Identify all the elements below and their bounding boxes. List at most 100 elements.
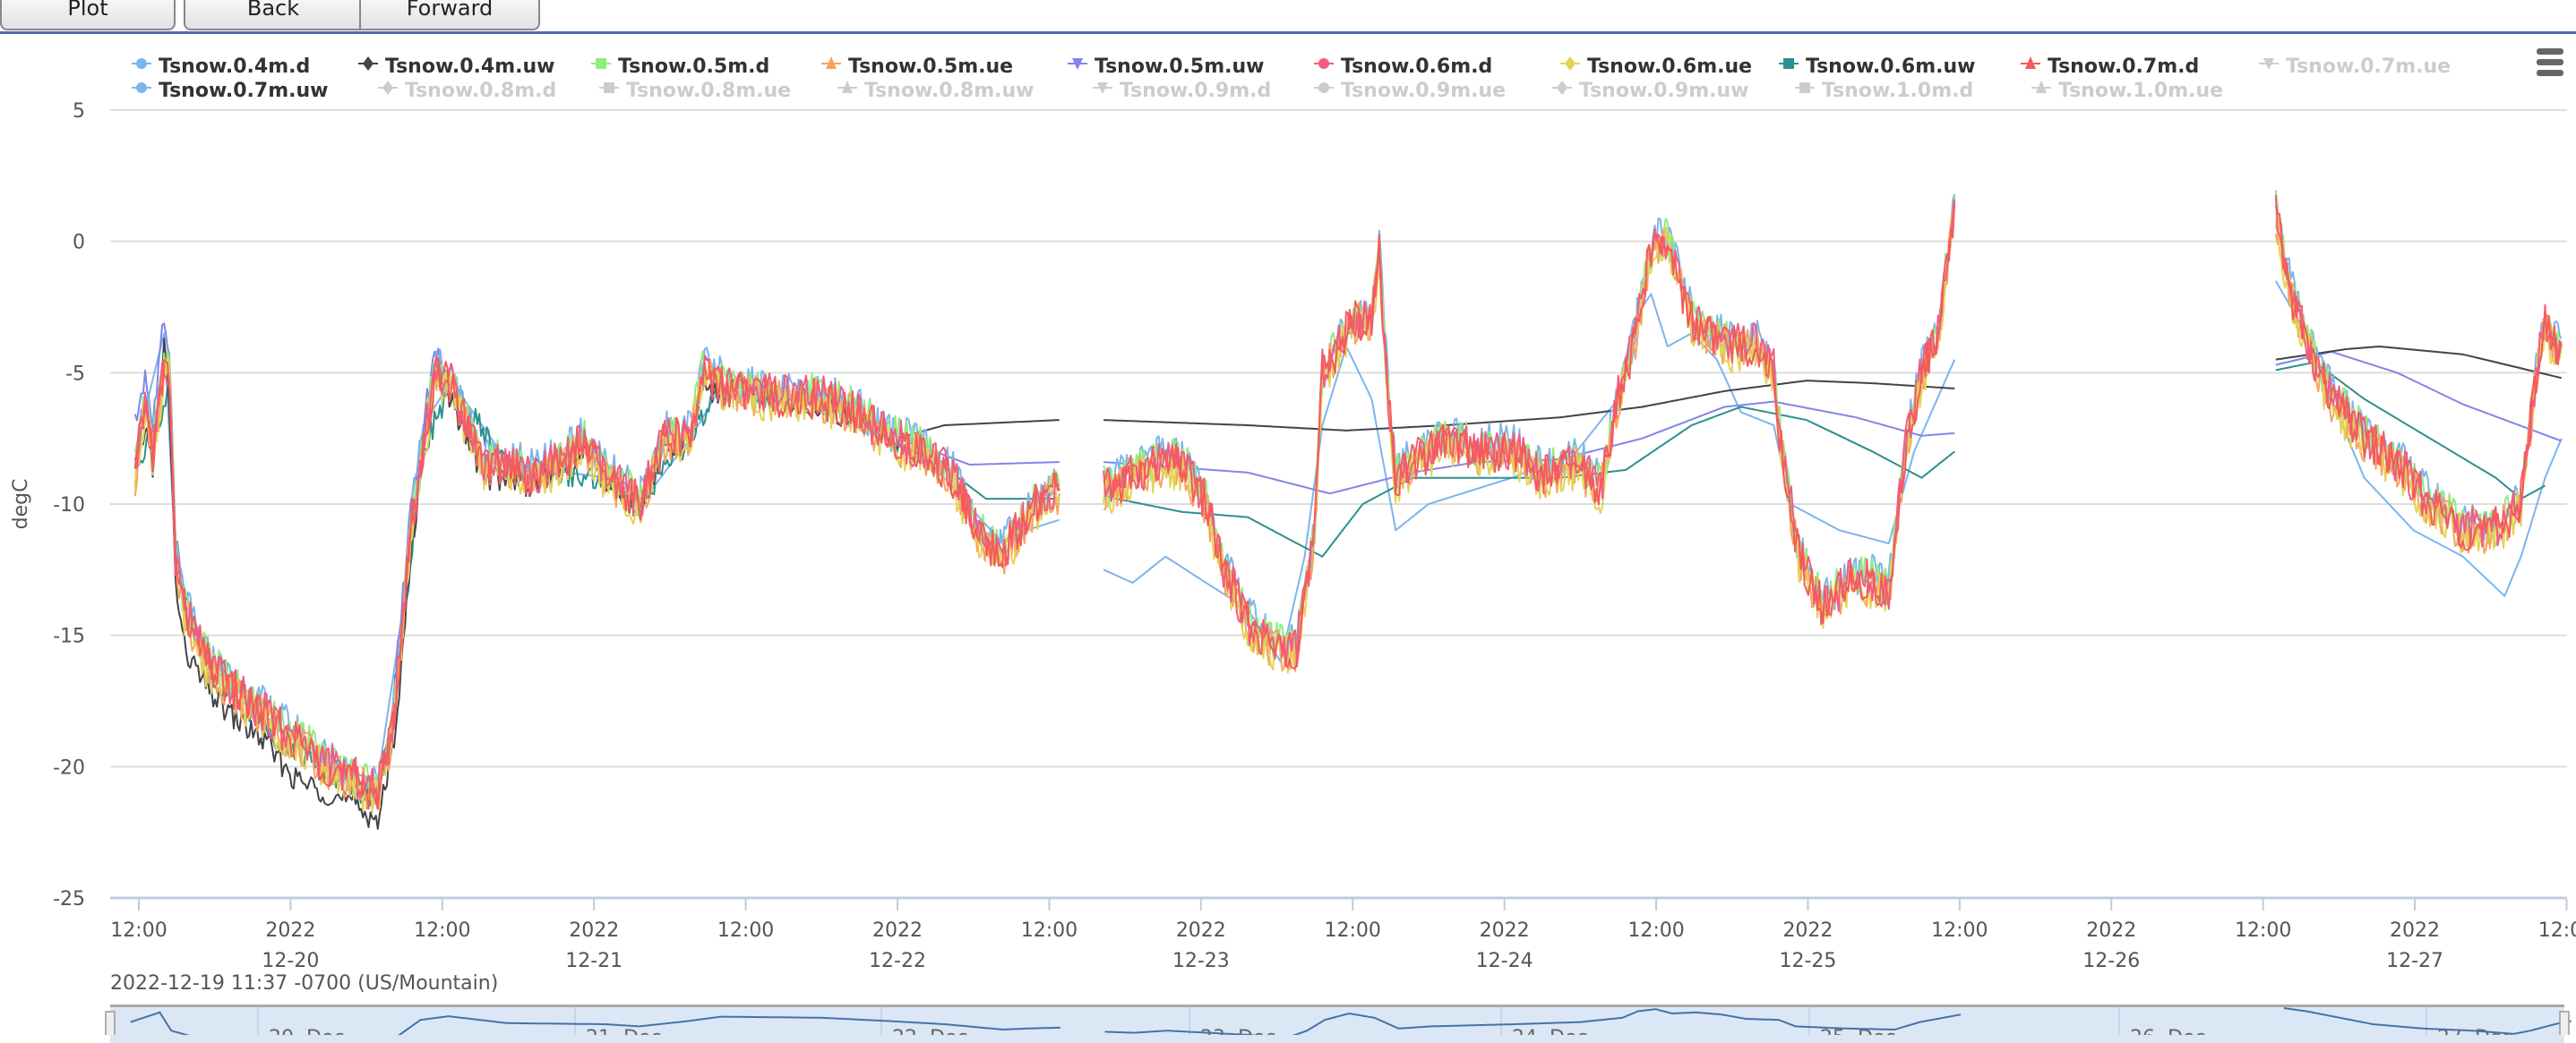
x-tick-date-label: 12-22 [869,950,926,972]
y-tick-label: -5 [65,363,85,385]
legend-label: Tsnow.0.4m.uw [385,55,555,78]
hamburger-menu-icon[interactable] [2537,48,2563,79]
legend-label: Tsnow.0.9m.d [1120,79,1272,102]
legend-item[interactable]: Tsnow.0.9m.ue [1314,78,1506,103]
x-tick-label: 2022 [2086,919,2136,942]
plot-button[interactable]: Plot [0,0,176,30]
series-line [133,355,1060,810]
timezone-label: 2022-12-19 11:37 -0700 (US/Mountain) [110,972,499,995]
legend-item[interactable]: Tsnow.1.0m.d [1795,78,1973,103]
legend-item[interactable]: Tsnow.0.9m.uw [1552,78,1748,103]
series-Tsnow-0-6m-ue [133,207,2563,814]
legend-item[interactable]: Tsnow.0.8m.d [378,78,556,103]
legend-item[interactable]: Tsnow.0.7m.uw [132,78,328,103]
x-tick-label: 2022 [872,919,923,942]
legend-label: Tsnow.0.5m.ue [848,55,1014,78]
x-tick-date-label: 12-23 [1172,950,1230,972]
legend-item[interactable]: Tsnow.0.4m.uw [358,54,554,79]
legend-item[interactable]: Tsnow.0.5m.d [591,54,769,79]
legend-triangle-marker-icon [837,78,864,103]
legend-item[interactable]: Tsnow.0.8m.uw [837,78,1034,103]
toolbar-divider [0,31,2576,34]
series-line [1103,380,1955,432]
x-tick-label: 2022 [2390,919,2440,942]
x-tick-label: 2022 [1480,919,1530,942]
series-Tsnow-0-4m-uw [133,338,2563,830]
x-tick-date-label: 12-20 [262,950,319,972]
legend-item[interactable]: Tsnow.1.0m.ue [2031,78,2223,103]
legend-label: Tsnow.0.9m.uw [1579,79,1749,102]
legend-label: Tsnow.0.9m.ue [1341,79,1507,102]
legend-circle-marker-icon [1314,54,1341,79]
legend-item[interactable]: Tsnow.0.4m.d [132,54,310,79]
y-tick-label: 0 [73,232,85,254]
legend-diamond-marker-icon [378,78,405,103]
legend-label: Tsnow.0.6m.ue [1587,55,1753,78]
legend-square-marker-icon [591,54,618,79]
legend-circle-marker-icon [132,78,159,103]
back-button[interactable]: Back [184,0,363,30]
series-line [1103,201,1956,670]
legend-label: Tsnow.0.6m.uw [1806,55,1976,78]
series-line [133,338,1060,830]
x-tick-date-label: 12-25 [1779,950,1836,972]
series-Tsnow-0-6m-d [133,194,2563,810]
x-tick-date-label: 12-27 [2386,950,2443,972]
x-tick-label: 2022 [1176,919,1226,942]
x-tick-label: 12:00 [717,919,774,942]
series-Tsnow-0-7m-d [133,201,2563,810]
x-tick-date-label: 12-21 [565,950,623,972]
y-axis-title: degC [10,479,32,530]
x-tick-label: 12:00 [2235,919,2291,942]
legend-item[interactable]: Tsnow.0.6m.d [1314,54,1492,79]
legend-triangle-marker-icon [2031,78,2058,103]
legend-label: Tsnow.0.8m.uw [864,79,1035,102]
series-line [1103,199,1956,668]
x-tick-label: 12:00 [2538,919,2576,942]
legend-item[interactable]: Tsnow.0.7m.ue [2259,54,2451,79]
legend-item[interactable]: Tsnow.0.7m.d [2021,54,2199,79]
x-tick-label: 12:00 [110,919,167,942]
series-Tsnow-0-5m-d [133,190,2563,808]
legend-label: Tsnow.0.5m.uw [1095,55,1265,78]
legend-item[interactable]: Tsnow.0.8m.ue [599,78,791,103]
x-tick-label: 12:00 [1627,919,1684,942]
forward-button[interactable]: Forward [359,0,540,30]
legend-item[interactable]: Tsnow.0.5m.ue [821,54,1013,79]
legend-label: Tsnow.0.7m.uw [159,79,329,102]
legend-item[interactable]: Tsnow.0.6m.ue [1560,54,1752,79]
y-tick-label: -25 [53,888,85,910]
x-tick-label: 12:00 [414,919,470,942]
legend-diamond-marker-icon [358,54,385,79]
legend-label: Tsnow.0.8m.d [405,79,557,102]
legend-label: Tsnow.1.0m.ue [2058,79,2224,102]
x-tick-label: 12:00 [1021,919,1078,942]
series-Tsnow-0-5m-ue [133,204,2563,810]
series-line [2275,350,2563,442]
y-tick-label: -15 [53,626,85,648]
legend-label: Tsnow.0.5m.d [618,55,770,78]
range-navigator[interactable] [110,1005,2564,1043]
legend-diamond-marker-icon [1560,54,1587,79]
legend-triangle-down-marker-icon [1093,78,1120,103]
legend-item[interactable]: Tsnow.0.9m.d [1093,78,1271,103]
legend-label: Tsnow.0.7m.ue [2286,55,2451,78]
legend-label: Tsnow.0.8m.ue [626,79,792,102]
y-tick-label: -20 [53,757,85,779]
legend-label: Tsnow.0.6m.d [1341,55,1493,78]
x-tick-label: 2022 [569,919,619,942]
legend-label: Tsnow.0.4m.d [159,55,311,78]
x-tick-label: 12:00 [1325,919,1381,942]
legend-square-marker-icon [1779,54,1806,79]
legend-triangle-marker-icon [2021,54,2048,79]
legend-square-marker-icon [1795,78,1822,103]
legend-circle-marker-icon [1314,78,1341,103]
legend-item[interactable]: Tsnow.0.6m.uw [1779,54,1975,79]
x-tick-label: 12:00 [1931,919,1988,942]
x-tick-date-label: 12-24 [1476,950,1533,972]
legend-item[interactable]: Tsnow.0.5m.uw [1068,54,1264,79]
series-Tsnow-0-4m-d [133,193,2563,796]
series-Tsnow-0-5m-uw [133,322,2563,806]
legend-triangle-marker-icon [821,54,848,79]
